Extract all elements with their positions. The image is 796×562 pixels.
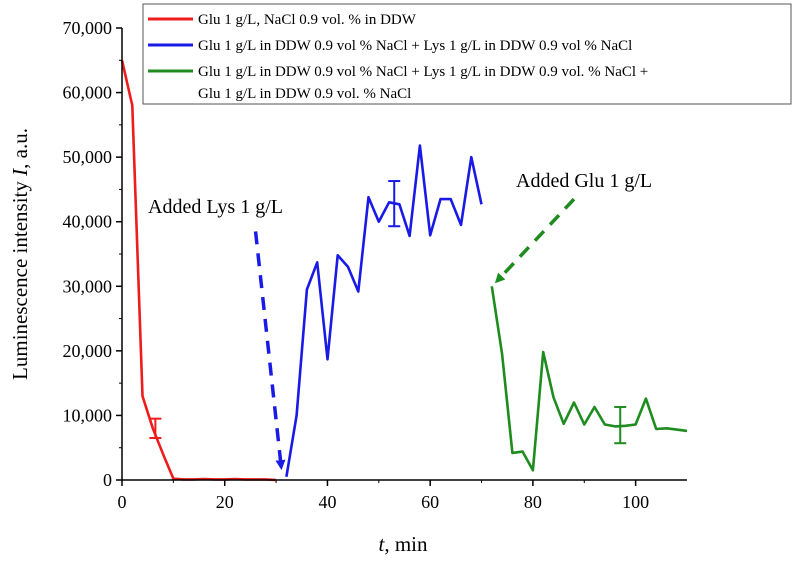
annotation-arrow — [494, 197, 576, 284]
y-tick-label: 70,000 — [63, 18, 113, 38]
x-axis-title: t, min — [378, 532, 428, 556]
series-line-3 — [490, 286, 688, 472]
axis-ticks: 0 20 40 60 80 100 0 10,000 20,000 30,000 40,000 50,… — [63, 18, 650, 512]
annotation-arrow — [253, 231, 286, 471]
legend-label: Glu 1 g/L in DDW 0.9 vol % NaCl + Lys 1 … — [198, 38, 632, 54]
legend-box — [142, 3, 792, 105]
annotation-label: Added Lys 1 g/L — [148, 196, 283, 218]
y-tick-label: 40,000 — [63, 212, 113, 232]
y-tick-label: 10,000 — [63, 405, 113, 425]
plot-area — [120, 60, 688, 482]
annotations: Added Lys 1 g/L Added Glu 1 g/L — [148, 170, 652, 471]
x-tick-label: 100 — [622, 492, 649, 512]
series-line-1 — [120, 60, 277, 482]
legend: Glu 1 g/L, NaCl 0.9 vol. % in DDW Glu 1 g… — [142, 3, 792, 105]
series-line-2 — [285, 144, 483, 478]
y-tick-label: 50,000 — [63, 147, 113, 167]
x-tick-label: 60 — [421, 492, 439, 512]
legend-label: Glu 1 g/L, NaCl 0.9 vol. % in DDW — [198, 12, 417, 28]
x-tick-label: 80 — [524, 492, 542, 512]
y-tick-label: 30,000 — [63, 276, 113, 296]
x-tick-label: 20 — [216, 492, 234, 512]
y-tick-label: 0 — [103, 470, 112, 490]
legend-label: Glu 1 g/L in DDW 0.9 vol % NaCl + Lys 1 … — [198, 64, 648, 80]
x-tick-label: 0 — [118, 492, 127, 512]
y-tick-label: 60,000 — [63, 83, 113, 103]
x-tick-label: 40 — [318, 492, 336, 512]
y-tick-label: 20,000 — [63, 341, 113, 361]
annotation-label: Added Glu 1 g/L — [516, 170, 652, 192]
y-axis-title: Luminescence intensity I, a.u. — [8, 128, 32, 380]
legend-label: Glu 1 g/L in DDW 0.9 vol. % NaCl — [198, 86, 411, 102]
